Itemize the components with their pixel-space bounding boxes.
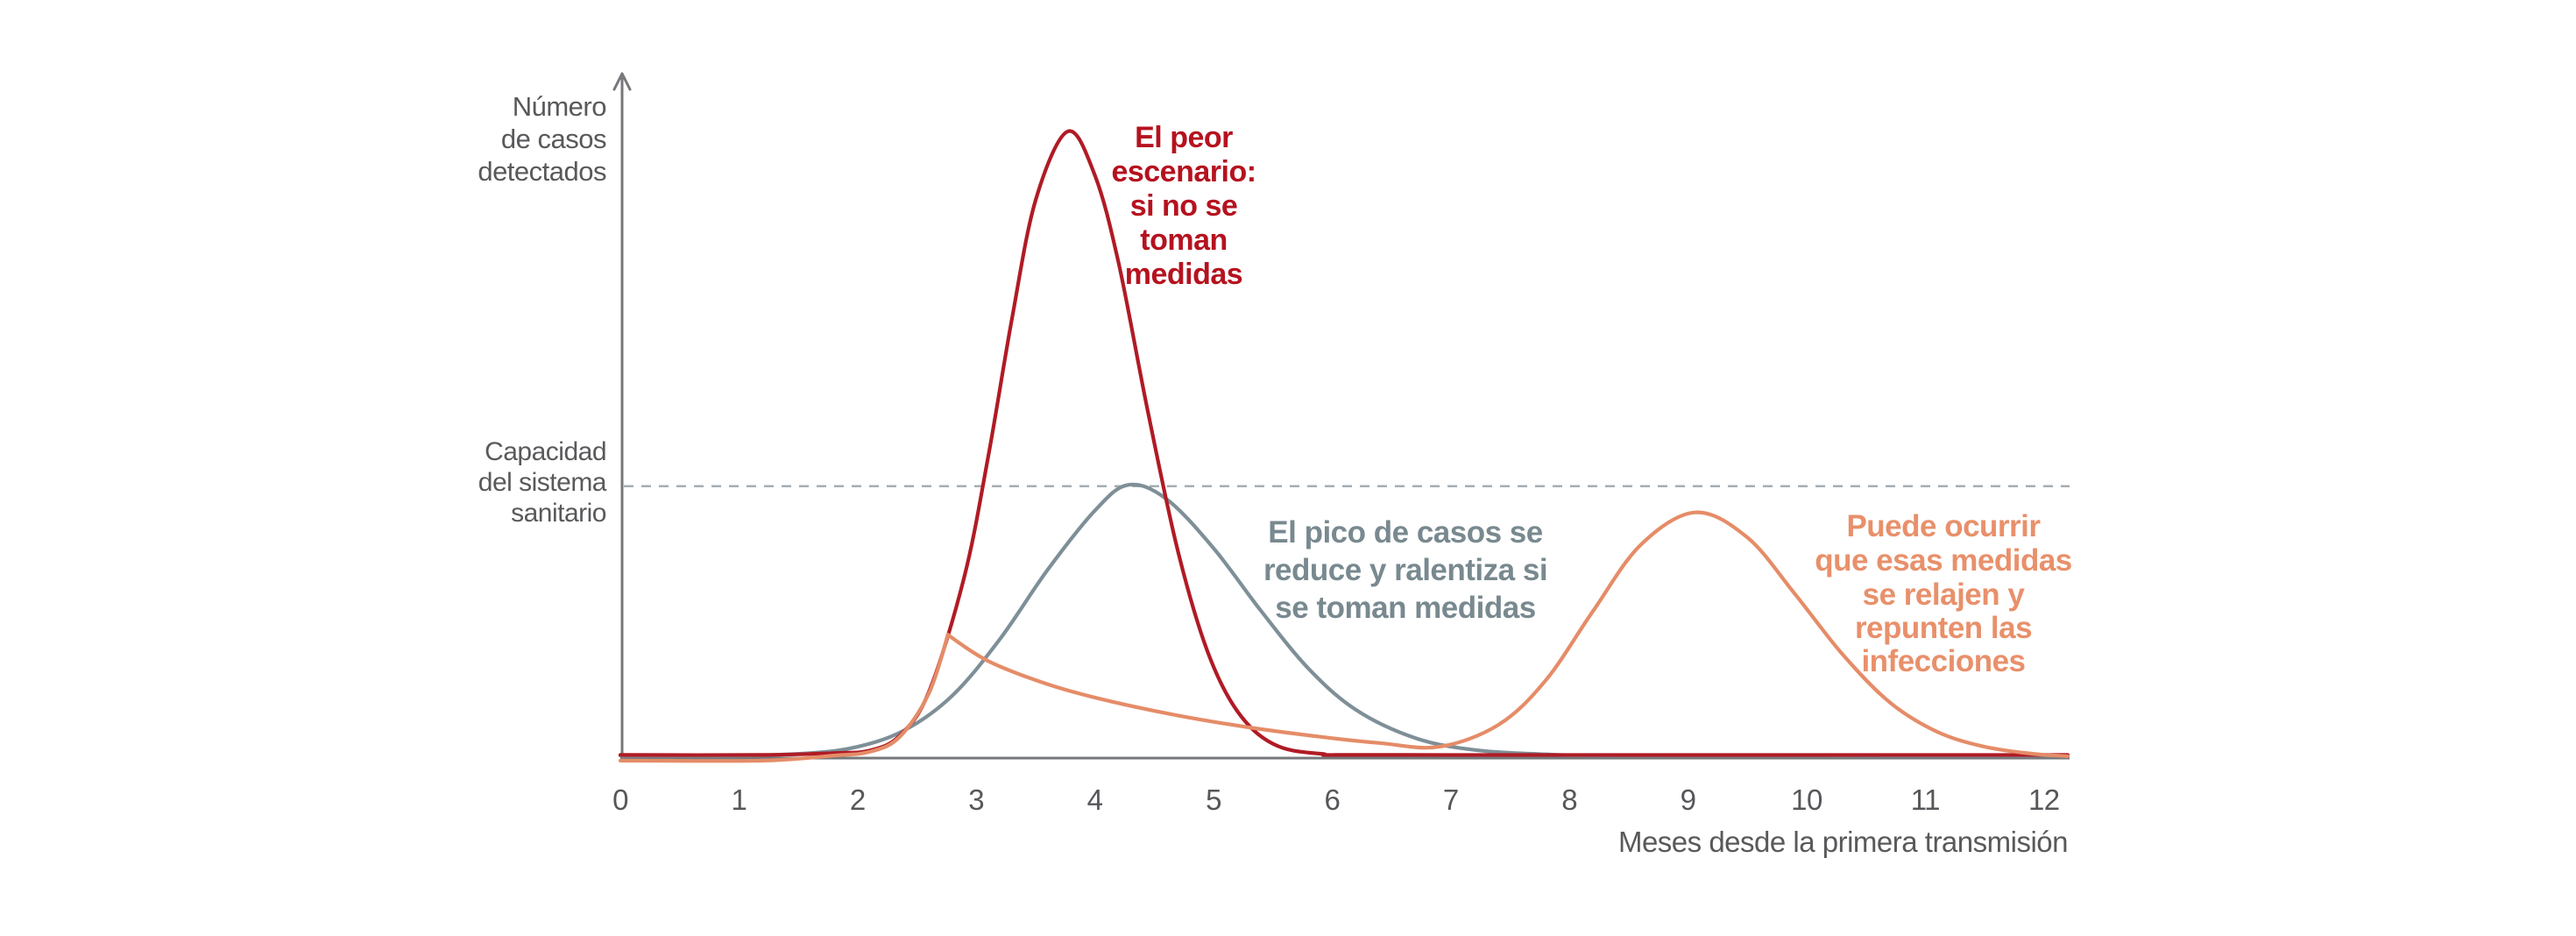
x-tick-label: 7	[1443, 784, 1459, 816]
annotation-worst-case: El peor escenario: si no se toman medida…	[1111, 121, 1256, 291]
annotation-line: se relajen y	[1863, 578, 2026, 612]
x-tick-label: 9	[1681, 784, 1696, 816]
capacity-label-line: Capacidad	[485, 437, 606, 466]
annotation-line: si no se	[1130, 189, 1238, 223]
annotation-line: toman	[1140, 223, 1228, 257]
x-tick-label: 10	[1791, 784, 1822, 816]
annotation-line: escenario:	[1111, 155, 1256, 188]
x-axis-tick-labels: 0 1 2 3 4 5 6 7 8 9 10 11 12	[612, 784, 2060, 816]
y-axis-label-line: Número	[513, 91, 606, 122]
y-axis-label-line: de casos	[501, 124, 606, 154]
annotation-line: El peor	[1135, 121, 1233, 154]
annotation-rebound: Puede ocurrir que esas medidas se relaje…	[1815, 509, 2072, 678]
x-axis-title: Meses desde la primera transmisión	[1618, 826, 2068, 858]
annotation-line: que esas medidas	[1815, 543, 2072, 578]
y-axis-label: Número de casos detectados	[478, 91, 606, 187]
axes	[612, 72, 2070, 760]
capacity-label: Capacidad del sistema sanitario	[478, 437, 608, 528]
y-axis-arrow-icon	[612, 72, 632, 91]
x-tick-label: 11	[1911, 784, 1940, 816]
capacity-label-line: sanitario	[511, 499, 606, 528]
x-tick-label: 2	[850, 784, 866, 816]
x-tick-label: 5	[1206, 784, 1221, 816]
x-tick-label: 3	[968, 784, 984, 816]
x-tick-label: 12	[2028, 784, 2060, 816]
annotation-line: repunten las	[1855, 611, 2032, 645]
x-tick-label: 4	[1087, 784, 1103, 816]
x-tick-label: 1	[731, 784, 747, 816]
annotation-line: El pico de casos se	[1268, 515, 1542, 550]
annotation-line: se toman medidas	[1275, 591, 1535, 625]
y-axis-label-line: detectados	[478, 156, 606, 187]
x-tick-label: 6	[1324, 784, 1340, 816]
curve-rebound	[618, 510, 2070, 763]
annotation-with-measures: El pico de casos se reduce y ralentiza s…	[1263, 515, 1548, 625]
annotation-line: medidas	[1125, 258, 1242, 291]
capacity-label-line: del sistema	[478, 468, 607, 497]
annotation-line: reduce y ralentiza si	[1263, 553, 1547, 587]
x-tick-label: 0	[612, 784, 628, 816]
series-curves	[618, 129, 2070, 763]
x-tick-label: 8	[1561, 784, 1577, 816]
annotation-line: infecciones	[1861, 644, 2025, 678]
annotation-line: Puede ocurrir	[1846, 509, 2041, 543]
